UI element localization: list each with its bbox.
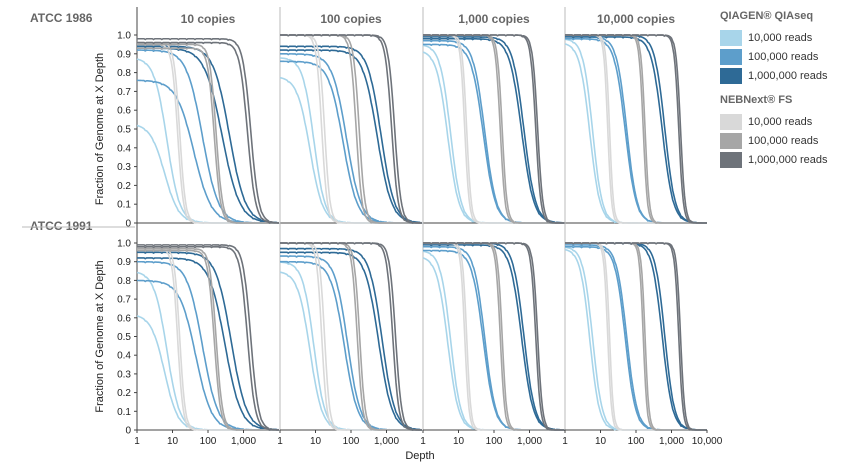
series-line-neb_1m <box>280 34 423 224</box>
legend-item-neb-1m: 1,000,000 reads <box>720 151 840 169</box>
column-header: 10 copies <box>181 12 236 26</box>
x-tick-label: 1,000 <box>231 436 256 447</box>
series-line-neb_100k <box>137 247 279 431</box>
series-line-neb_1m <box>137 37 280 224</box>
y-tick-label: 0 <box>125 219 131 230</box>
legend-item-neb-100k: 100,000 reads <box>720 132 840 150</box>
legend-swatch <box>720 152 742 168</box>
y-tick-label: 0.1 <box>117 407 131 418</box>
legend-item-qiagen-100k: 100,000 reads <box>720 48 840 66</box>
series-line-qiagen_100k <box>423 43 565 224</box>
y-tick-label: 0.4 <box>117 143 131 154</box>
x-tick-label: 1,000 <box>659 436 684 447</box>
legend-item-qiagen-1m: 1,000,000 reads <box>720 67 840 85</box>
row-label: ATCC 1991 <box>30 219 93 233</box>
column-header: 100 copies <box>320 12 382 26</box>
column-header: 1,000 copies <box>458 12 530 26</box>
x-tick-label: 1 <box>420 436 426 447</box>
x-tick-label: 100 <box>628 436 645 447</box>
legend-title-qiagen: QIAGEN® QIAseq <box>720 10 814 22</box>
series-line-qiagen_1m <box>280 49 423 224</box>
legend-item-neb-10k: 10,000 reads <box>720 113 840 131</box>
x-axis-label: Depth <box>405 450 434 462</box>
x-tick-label: 1 <box>562 436 568 447</box>
legend-label: 1,000,000 reads <box>748 154 828 166</box>
x-tick-label: 100 <box>200 436 217 447</box>
series-line-neb_1m <box>423 34 565 224</box>
series-line-neb_1m <box>565 34 707 224</box>
x-tick-label: 100 <box>343 436 360 447</box>
legend-label: 100,000 reads <box>748 51 819 63</box>
series-line-neb_100k <box>137 43 279 224</box>
series-line-neb_1m <box>137 41 280 224</box>
x-tick-label: 10 <box>595 436 607 447</box>
y-tick-label: 0.6 <box>117 313 131 324</box>
x-tick-label: 1,000 <box>374 436 399 447</box>
y-axis-label: Fraction of Genome at X Depth <box>94 53 106 205</box>
y-tick-label: 0.1 <box>117 200 131 211</box>
series-line-neb_1m <box>137 245 280 431</box>
series-line-neb_1m <box>280 242 423 431</box>
y-tick-label: 0.8 <box>117 68 131 79</box>
series-line-neb_1m <box>137 244 280 431</box>
legend-label: 10,000 reads <box>748 116 813 128</box>
series-line-qiagen_100k <box>565 244 707 431</box>
series-line-qiagen_100k <box>423 39 565 224</box>
y-tick-label: 0.5 <box>117 332 131 343</box>
x-tick-label: 10 <box>453 436 465 447</box>
x-tick-label: 10 <box>167 436 179 447</box>
y-tick-label: 0 <box>125 426 131 437</box>
y-tick-label: 0.4 <box>117 351 131 362</box>
x-tick-label: 1 <box>134 436 140 447</box>
y-tick-label: 0.3 <box>117 162 131 173</box>
y-tick-label: 0.2 <box>117 181 131 192</box>
y-tick-label: 0.7 <box>117 87 131 98</box>
series-line-qiagen_100k <box>565 36 707 224</box>
legend-swatch <box>720 49 742 65</box>
y-tick-label: 1.0 <box>117 239 131 250</box>
y-tick-label: 0.5 <box>117 125 131 136</box>
series-line-qiagen_100k <box>423 245 565 431</box>
series-line-neb_1m <box>423 242 565 431</box>
legend-label: 1,000,000 reads <box>748 70 828 82</box>
y-tick-label: 0.9 <box>117 257 131 268</box>
series-line-neb_1m <box>565 242 707 431</box>
y-tick-label: 0.8 <box>117 276 131 287</box>
legend-swatch <box>720 114 742 130</box>
y-tick-label: 1.0 <box>117 31 131 42</box>
column-header: 10,000 copies <box>597 12 675 26</box>
y-tick-label: 0.2 <box>117 388 131 399</box>
legend-swatch <box>720 133 742 149</box>
y-tick-label: 0.6 <box>117 106 131 117</box>
x-tick-label: 10,000 <box>692 436 723 447</box>
x-tick-label: 100 <box>486 436 503 447</box>
y-tick-label: 0.9 <box>117 49 131 60</box>
series-line-qiagen_1m <box>423 36 566 224</box>
legend-label: 10,000 reads <box>748 32 813 44</box>
y-tick-label: 0.3 <box>117 369 131 380</box>
legend-label: 100,000 reads <box>748 135 819 147</box>
series-line-qiagen_1m <box>280 251 423 431</box>
legend-item-qiagen-10k: 10,000 reads <box>720 29 840 47</box>
x-tick-label: 1 <box>277 436 283 447</box>
y-axis-label: Fraction of Genome at X Depth <box>94 260 106 412</box>
y-tick-label: 0.7 <box>117 295 131 306</box>
legend-swatch <box>720 30 742 46</box>
legend-title-neb: NEBNext® FS <box>720 94 793 106</box>
legend: QIAGEN® QIAseq 10,000 reads 100,000 read… <box>712 10 840 170</box>
row-label: ATCC 1986 <box>30 11 93 25</box>
x-tick-label: 1,000 <box>517 436 542 447</box>
x-tick-label: 10 <box>310 436 322 447</box>
legend-swatch <box>720 68 742 84</box>
